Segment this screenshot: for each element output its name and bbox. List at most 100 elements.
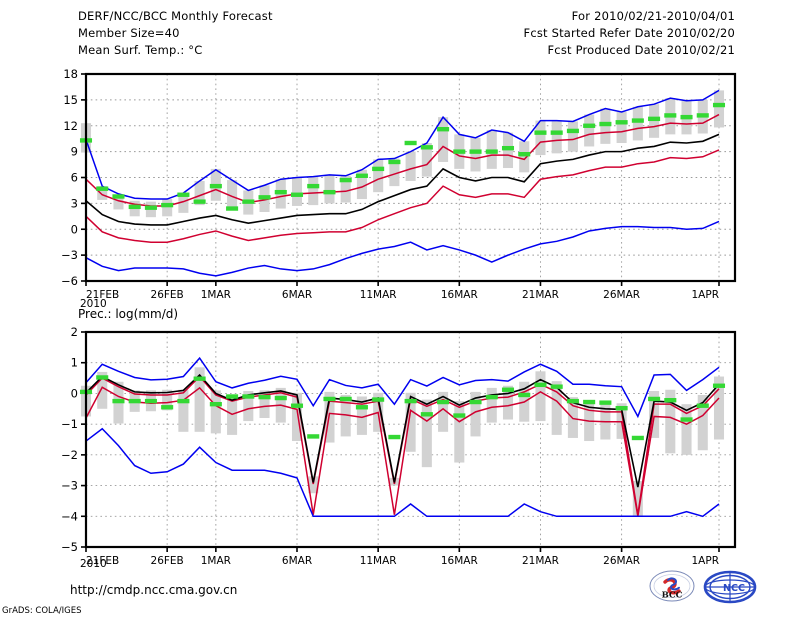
bcc-logo: BCC [649, 570, 695, 602]
header-produced-date: Fcst Produced Date 2010/02/21 [547, 43, 735, 57]
x-tick-label: 11MAR [360, 289, 397, 301]
precipitation-chart: −5 −4 −3 −2 −1 0 1 2 21FEB 26FEB 1MAR 6MAR 11MAR 16MA… [61, 325, 737, 567]
plot-frame [84, 330, 737, 549]
spread-bar [324, 174, 335, 204]
spread-bar [210, 390, 221, 434]
ncc-logo-text: NCC [723, 583, 745, 594]
x-tick-label: 11MAR [360, 555, 397, 567]
spread-bar [405, 151, 416, 181]
series-lower-quartile [85, 386, 720, 517]
y-tick-label: −3 [61, 479, 78, 493]
y-tick-label: −3 [61, 248, 78, 262]
header-start-date: Fcst Started Refer Date 2010/02/20 [523, 26, 735, 40]
x-tick-label: 1MAR [201, 289, 231, 301]
plot-frame [84, 72, 737, 283]
spread-bar [308, 476, 319, 494]
spread-bar [486, 387, 497, 423]
spread-bar [113, 194, 124, 210]
y-tick-label: 0 [71, 386, 78, 400]
x-tick-label: 21MAR [522, 555, 559, 567]
y-tick-label: 3 [71, 196, 78, 210]
spread-bar [405, 392, 416, 452]
series-min [85, 220, 720, 277]
spread-bar [356, 396, 367, 435]
x-tick-label: 6MAR [282, 555, 312, 567]
y-tick-label: 1 [71, 356, 78, 370]
spread-bar [681, 404, 692, 455]
spread-bar [194, 367, 205, 432]
spread-bar [438, 391, 449, 432]
spread-bar [340, 394, 351, 437]
spread-bar [389, 158, 400, 187]
spread-bar [616, 111, 627, 143]
spread-bar [697, 394, 708, 451]
x-tick-label: 26MAR [603, 289, 640, 301]
spread-bar [454, 401, 465, 463]
spread-bar [340, 175, 351, 203]
grads-credit: GrADS: COLA/IGES [2, 606, 82, 616]
spread-bar [665, 389, 676, 454]
y-tick-label: 0 [71, 222, 78, 236]
spread-bar [535, 371, 546, 422]
spread-bar [291, 392, 303, 442]
spread-bar [519, 141, 530, 173]
header-member-size: Member Size=40 [78, 26, 180, 40]
spread-bar [713, 376, 725, 440]
y-tick-label: 15 [63, 93, 78, 107]
spread-bar [567, 121, 578, 152]
x-tick-label: 26FEB [151, 289, 184, 301]
x-tick-label: 26FEB [151, 555, 184, 567]
y-tick-label: −2 [61, 448, 78, 462]
header-forecast-period: For 2010/02/21-2010/04/01 [571, 9, 735, 23]
spread-bar [584, 114, 595, 147]
bcc-logo-text: BCC [662, 591, 683, 601]
x-tick-label: 21MAR [522, 289, 559, 301]
spread-bar [535, 120, 546, 156]
spread-bar [243, 390, 254, 422]
spread-bar [97, 186, 108, 200]
spread-bar [162, 389, 173, 411]
spread-bar [291, 177, 303, 206]
spread-bar [227, 180, 238, 210]
y-tick-label: 9 [71, 145, 78, 159]
organization-logos: BCC NCC [649, 570, 757, 604]
spread-bar [470, 137, 481, 172]
series-upper-quartile [85, 113, 720, 207]
spread-bar [373, 159, 384, 193]
temperature-chart: −6 −3 0 3 6 9 12 15 18 21FEB 26FEB 1MAR 6MAR 11MAR 16M… [61, 67, 737, 301]
header-title: DERF/NCC/BCC Monthly Forecast [78, 9, 273, 23]
spread-bar [502, 385, 514, 420]
series-median [85, 373, 720, 488]
y-tick-label: −6 [61, 274, 78, 288]
spread-bar [713, 90, 725, 128]
ncc-logo: NCC [703, 570, 757, 604]
series-min [85, 427, 720, 518]
spread-bar [162, 199, 173, 217]
precipitation-axis-label: Prec.: log(mm/d) [78, 307, 179, 321]
x-tick-label: 26MAR [603, 555, 640, 567]
y-tick-label: 2 [71, 325, 78, 339]
spread-bar [632, 106, 643, 141]
spread-bar [194, 180, 205, 206]
website-url[interactable]: http://cmdp.ncc.cma.gov.cn [70, 583, 238, 597]
x-tick-label: 6MAR [282, 289, 312, 301]
x-tick-label: 1APR [692, 555, 720, 567]
series-max [85, 89, 720, 200]
spread-bar [551, 381, 562, 435]
spread-bar [259, 390, 270, 418]
y-tick-label: 6 [71, 171, 78, 185]
x-tick-label: 1APR [692, 289, 720, 301]
spread-bar [97, 371, 108, 409]
spread-bar [632, 480, 643, 517]
spread-bar [551, 120, 562, 154]
x-tick-label: 21FEB [86, 289, 119, 301]
y-tick-label: −1 [61, 417, 78, 431]
x-tick-label: 1MAR [201, 555, 231, 567]
spread-bar [421, 143, 432, 177]
x-axis-year-bottom: 2010 [80, 558, 107, 570]
y-tick-label: −5 [61, 540, 78, 554]
y-tick-label: 12 [63, 119, 78, 133]
spread-bar [649, 390, 660, 438]
spread-bar [356, 169, 367, 200]
